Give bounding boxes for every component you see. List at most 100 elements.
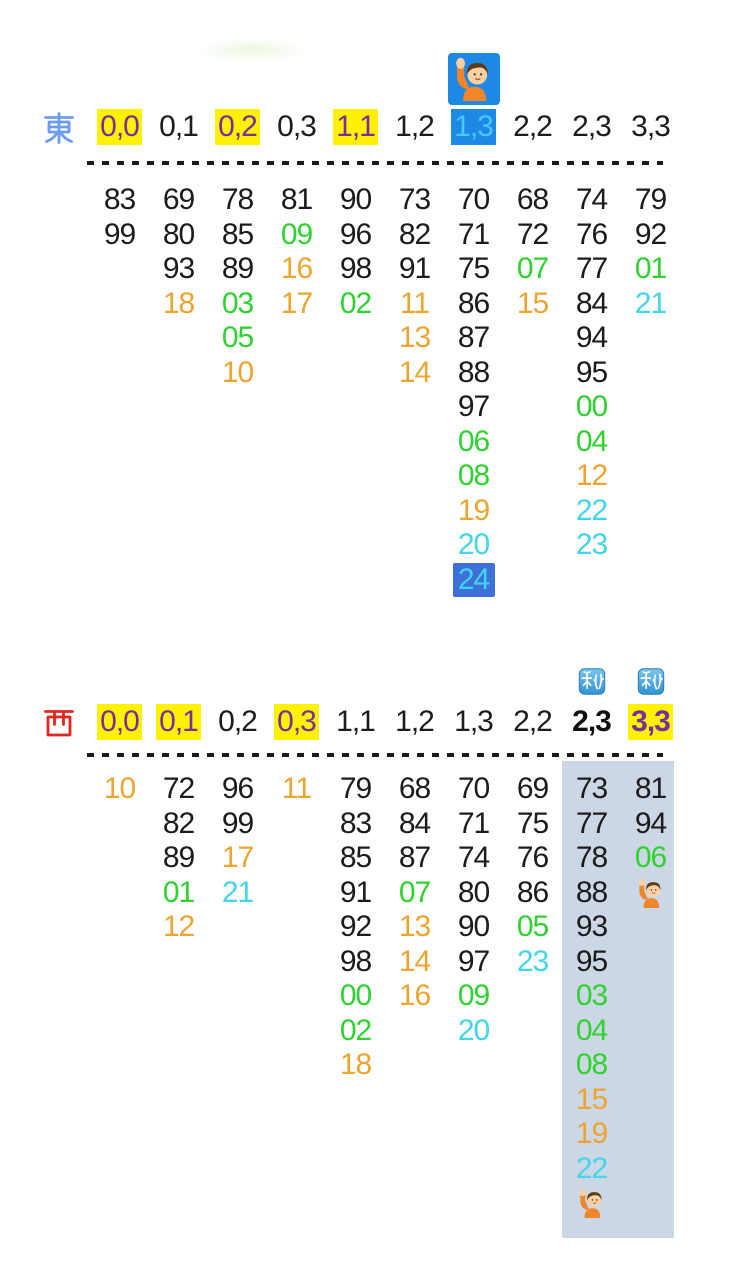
value-cell: 11 xyxy=(281,772,312,805)
value-cell: 68 xyxy=(516,183,549,216)
value-cell: 83 xyxy=(103,183,136,216)
value-cell: 91 xyxy=(339,875,372,909)
value-cell: 02 xyxy=(339,286,372,320)
value-cell: 74 xyxy=(457,841,490,874)
header-label: 0,0 xyxy=(97,704,142,740)
header-label: 2,2 xyxy=(513,110,553,143)
header-east-0-3: 0,3 xyxy=(267,106,326,148)
header-east-2-3: 2,3 xyxy=(562,106,621,148)
value-cell: 77 xyxy=(575,252,608,285)
value-cell: 20 xyxy=(457,528,490,561)
value-cell: 99 xyxy=(103,217,136,251)
value-cell: 21 xyxy=(634,286,667,320)
value-cell: 21 xyxy=(221,875,254,909)
value-cell: 06 xyxy=(634,841,667,874)
header-west-1-1: 1,1 xyxy=(326,701,385,743)
value-cell: 96 xyxy=(339,217,372,251)
header-west-2-2: 2,2 xyxy=(503,701,562,743)
header-west-0-0: 0,0 xyxy=(90,701,149,743)
value-cell: 75 xyxy=(516,806,549,840)
value-cell: 19 xyxy=(575,1117,608,1150)
value-cell: 95 xyxy=(575,944,608,978)
column-east-2-2: 68 72 07 15 xyxy=(503,183,562,597)
value-cell: 76 xyxy=(516,841,549,874)
value-cell: 06 xyxy=(457,424,490,458)
value-cell: 07 xyxy=(398,875,431,909)
value-cell: 72 xyxy=(516,217,549,251)
value-cell: 70 xyxy=(457,772,490,805)
column-east-0-1: 69 80 93 18 xyxy=(149,183,208,597)
value-cell: 18 xyxy=(339,1048,372,1081)
value-cell: 13 xyxy=(398,321,431,354)
header-label: 1,2 xyxy=(395,110,435,143)
header-east-2-2: 2,2 xyxy=(503,106,562,148)
value-cell: 08 xyxy=(457,459,490,492)
value-cell: 94 xyxy=(575,321,608,354)
value-cell: 15 xyxy=(516,286,549,320)
value-cell: 79 xyxy=(634,183,667,216)
value-cell: 89 xyxy=(221,252,254,285)
column-west-2-2: 69 75 76 86 05 23 xyxy=(503,772,562,1221)
value-cell: 98 xyxy=(339,944,372,978)
value-cell: 04 xyxy=(575,424,608,458)
value-cell: 80 xyxy=(162,217,195,251)
secret-badge xyxy=(636,667,665,696)
column-east-3-3: 79 92 01 21 xyxy=(621,183,680,597)
value-cell: 01 xyxy=(634,252,667,285)
header-label: 0,2 xyxy=(215,109,260,145)
value-cell: 15 xyxy=(575,1082,608,1116)
value-cell: 98 xyxy=(339,252,372,285)
value-cell: 97 xyxy=(457,944,490,978)
column-west-1-3: 70 71 74 80 90 97 09 20 xyxy=(444,772,503,1221)
header-label: 1,2 xyxy=(395,705,435,738)
header-label: 2,2 xyxy=(513,705,553,738)
value-cell: 79 xyxy=(339,772,372,805)
value-cell: 12 xyxy=(162,910,195,943)
column-west-2-3: 73 77 78 88 93 95 03 04 08 15 19 22 xyxy=(562,772,621,1221)
value-cell: 00 xyxy=(339,979,372,1012)
value-cell: 72 xyxy=(162,772,195,805)
value-cell: 04 xyxy=(575,1013,608,1047)
column-east-2-3: 74 76 77 84 94 95 00 04 12 22 23 xyxy=(562,183,621,597)
value-cell: 01 xyxy=(162,875,195,909)
value-cell: 09 xyxy=(457,979,490,1012)
header-label: 0,1 xyxy=(159,110,199,143)
column-east-0-3: 81 09 16 17 xyxy=(267,183,326,597)
header-east-1-3: 1,3 xyxy=(444,53,503,148)
value-cell: 88 xyxy=(575,875,608,909)
watermark-smudge xyxy=(196,38,308,62)
value-cell: 73 xyxy=(575,772,608,805)
value-cell: 84 xyxy=(398,806,431,840)
header-west-2-3: 2,3 xyxy=(562,667,621,743)
value-cell: 84 xyxy=(575,286,608,320)
value-cell: 20 xyxy=(457,1013,490,1047)
value-cell: 92 xyxy=(339,910,372,943)
west-header-row: 0,0 0,1 0,2 0,3 1,1 1,2 1,3 2,2 2,3 3,3 xyxy=(90,667,680,743)
column-west-3-3: 81 94 06 xyxy=(621,772,680,1221)
value-cell: 03 xyxy=(575,979,608,1012)
value-cell: 83 xyxy=(339,806,372,840)
value-cell: 86 xyxy=(457,286,490,320)
value-cell: 97 xyxy=(457,390,490,423)
column-west-0-0: 10 xyxy=(90,772,149,1221)
value-cell: 86 xyxy=(516,875,549,909)
value-cell: 85 xyxy=(221,217,254,251)
value-cell: 14 xyxy=(398,944,431,978)
value-cell: 69 xyxy=(516,772,549,805)
column-west-0-2: 96 99 17 21 xyxy=(208,772,267,1221)
header-west-1-3: 1,3 xyxy=(444,701,503,743)
value-cell: 00 xyxy=(575,390,608,423)
value-cell: 82 xyxy=(162,806,195,840)
header-east-0-0: 0,0 xyxy=(90,106,149,148)
value-cell: 90 xyxy=(339,183,372,216)
header-west-1-2: 1,2 xyxy=(385,701,444,743)
value-cell: 11 xyxy=(399,286,430,320)
value-cell: 88 xyxy=(457,355,490,389)
value-cell: 92 xyxy=(634,217,667,251)
value-cell: 99 xyxy=(221,806,254,840)
column-east-0-2: 78 85 89 03 05 10 xyxy=(208,183,267,597)
header-label: 2,3 xyxy=(572,705,612,738)
east-header-row: 0,0 0,1 0,2 0,3 1,1 1,2 1,3 2,2 2,3 3,3 xyxy=(90,53,680,148)
value-cell: 80 xyxy=(457,875,490,909)
